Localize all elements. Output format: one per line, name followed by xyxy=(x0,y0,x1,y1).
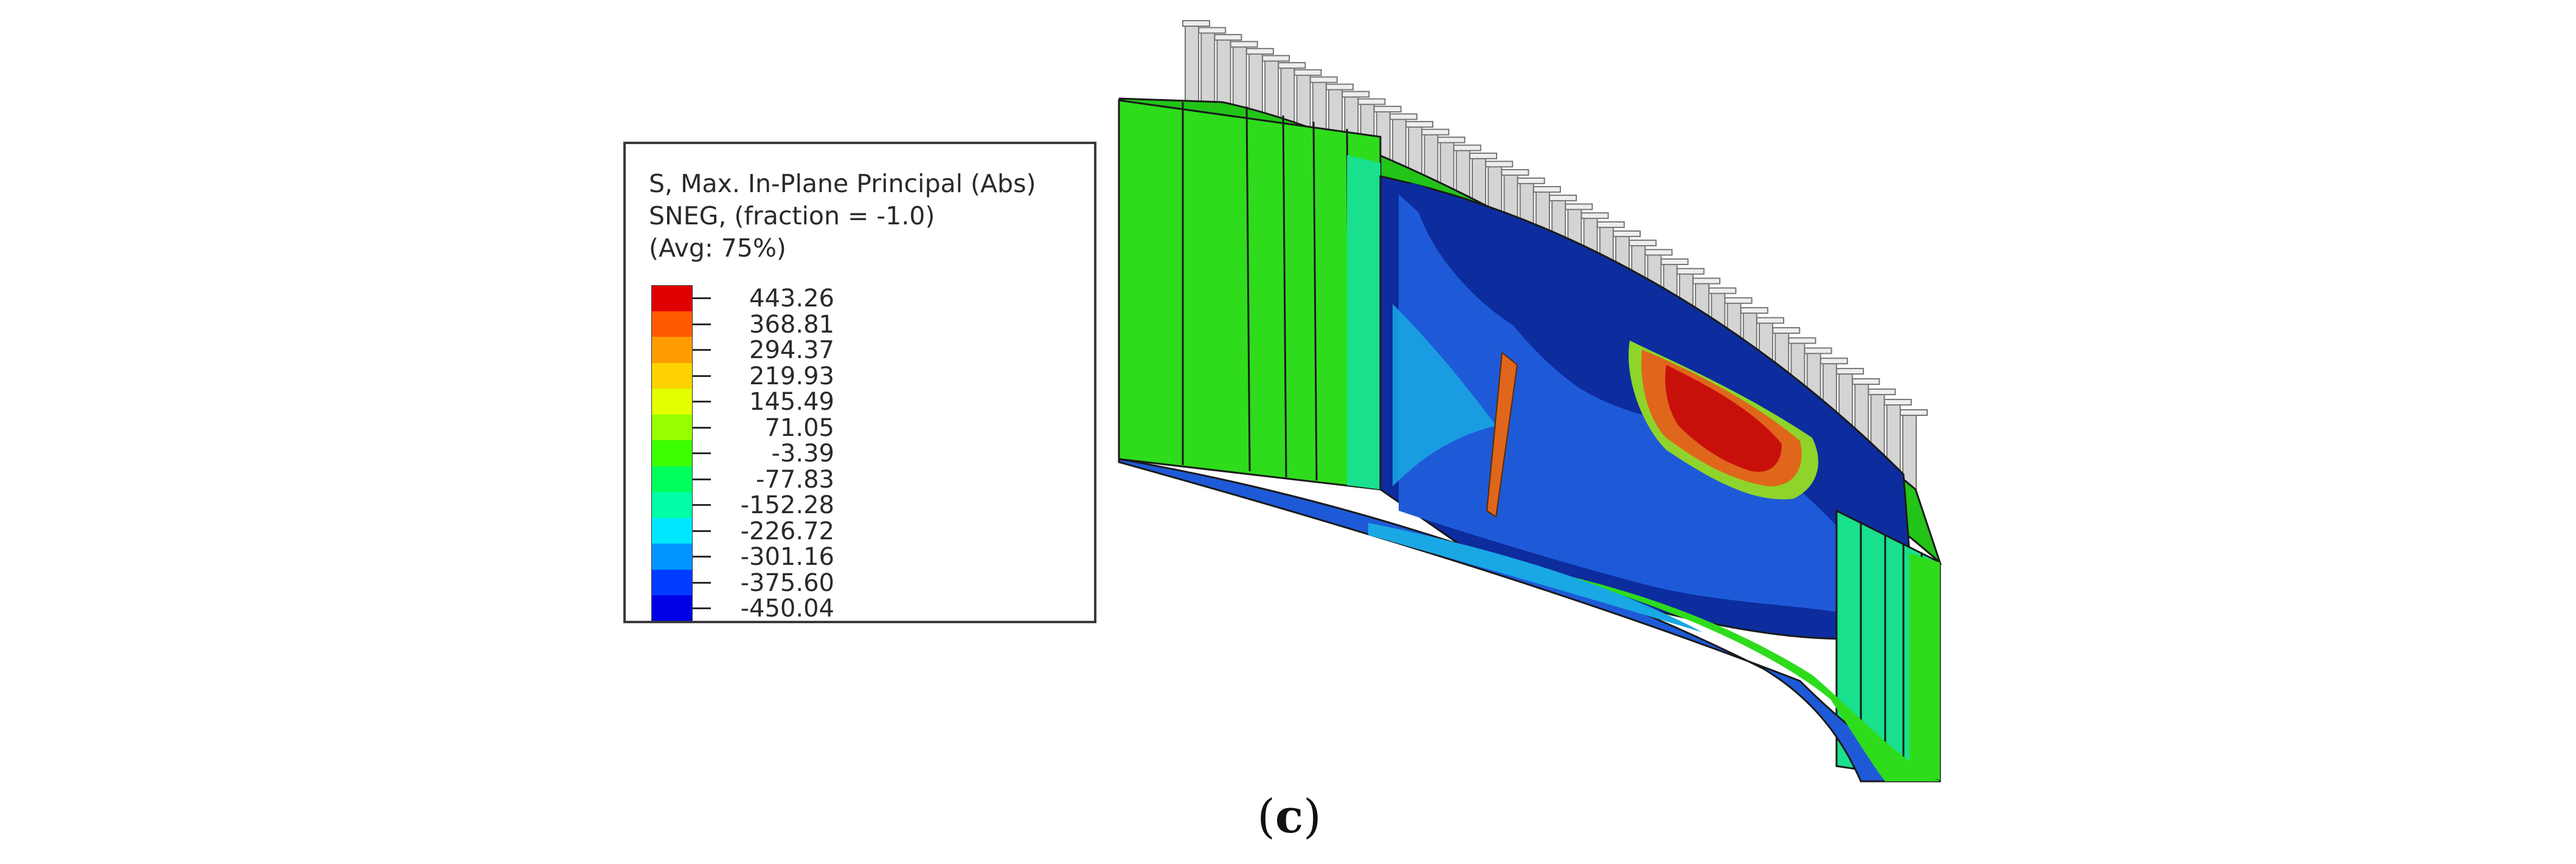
contour-cyan-band xyxy=(1393,304,1496,486)
legend-tick-label: -3.39 xyxy=(771,440,835,468)
beam-teal-strip xyxy=(1347,155,1380,489)
legend-tick-mark xyxy=(693,375,711,377)
legend-swatch xyxy=(651,414,693,440)
legend-title-line-2: SNEG, (fraction = -1.0) xyxy=(649,201,935,230)
soffit-cyan-band xyxy=(1368,523,1703,632)
legend-tick-label: 443.26 xyxy=(749,285,834,313)
legend-tick-mark xyxy=(693,478,711,480)
legend-tick-label: 294.37 xyxy=(749,336,834,365)
legend-swatch xyxy=(651,362,693,389)
legend-swatch xyxy=(651,285,693,311)
legend-tick-mark xyxy=(693,581,711,584)
figure-caption: (c) xyxy=(1253,793,1326,840)
legend-tick-mark xyxy=(693,530,711,532)
legend-tick-label: 71.05 xyxy=(764,413,834,442)
legend-tick-mark xyxy=(693,323,711,325)
soffit-green-band xyxy=(1520,565,1940,781)
legend-tick-label: 145.49 xyxy=(749,388,834,416)
legend-tick-label: -226.72 xyxy=(740,517,834,545)
beam-body xyxy=(1118,97,1942,783)
legend-swatch xyxy=(651,466,693,492)
legend-swatch xyxy=(651,389,693,415)
legend-tick-mark xyxy=(693,426,711,429)
contour-red-region xyxy=(1665,365,1782,472)
caption-open-paren: ( xyxy=(1257,789,1275,843)
legend-tick-label: 368.81 xyxy=(749,310,834,339)
caption-letter: c xyxy=(1275,789,1304,843)
legend-swatch xyxy=(651,517,693,544)
legend-tick-label: -77.83 xyxy=(756,465,834,494)
legend-tick-mark xyxy=(693,504,711,506)
legend-title-line-3: (Avg: 75%) xyxy=(649,233,786,263)
legend-title-line-1: S, Max. In-Plane Principal (Abs) xyxy=(649,169,1036,198)
contour-legend: S, Max. In-Plane Principal (Abs) SNEG, (… xyxy=(623,142,1096,623)
legend-tick-mark xyxy=(693,607,711,610)
legend-tick-label: -152.28 xyxy=(740,491,834,520)
legend-swatch xyxy=(651,544,693,570)
legend-tick-label: -450.04 xyxy=(740,595,834,623)
legend-swatch xyxy=(651,595,693,621)
legend-tick-mark xyxy=(693,349,711,351)
legend-tick-label: -375.60 xyxy=(740,569,834,597)
legend-swatch xyxy=(651,337,693,363)
contour-blue-band xyxy=(1399,195,1903,626)
legend-swatch xyxy=(651,311,693,337)
caption-close-paren: ) xyxy=(1303,789,1321,843)
legend-tick-mark xyxy=(693,401,711,403)
legend-tick-mark xyxy=(693,452,711,455)
contour-navy-region xyxy=(1411,182,1612,343)
legend-tick-label: 219.93 xyxy=(749,362,834,390)
legend-tick-mark xyxy=(693,297,711,300)
contour-needle xyxy=(1486,351,1518,518)
legend-tick-mark xyxy=(693,556,711,558)
legend-swatch xyxy=(651,492,693,518)
pile xyxy=(1182,20,1210,119)
legend-swatch xyxy=(651,440,693,466)
legend-tick-label: -301.16 xyxy=(740,543,834,572)
legend-swatch xyxy=(651,569,693,595)
